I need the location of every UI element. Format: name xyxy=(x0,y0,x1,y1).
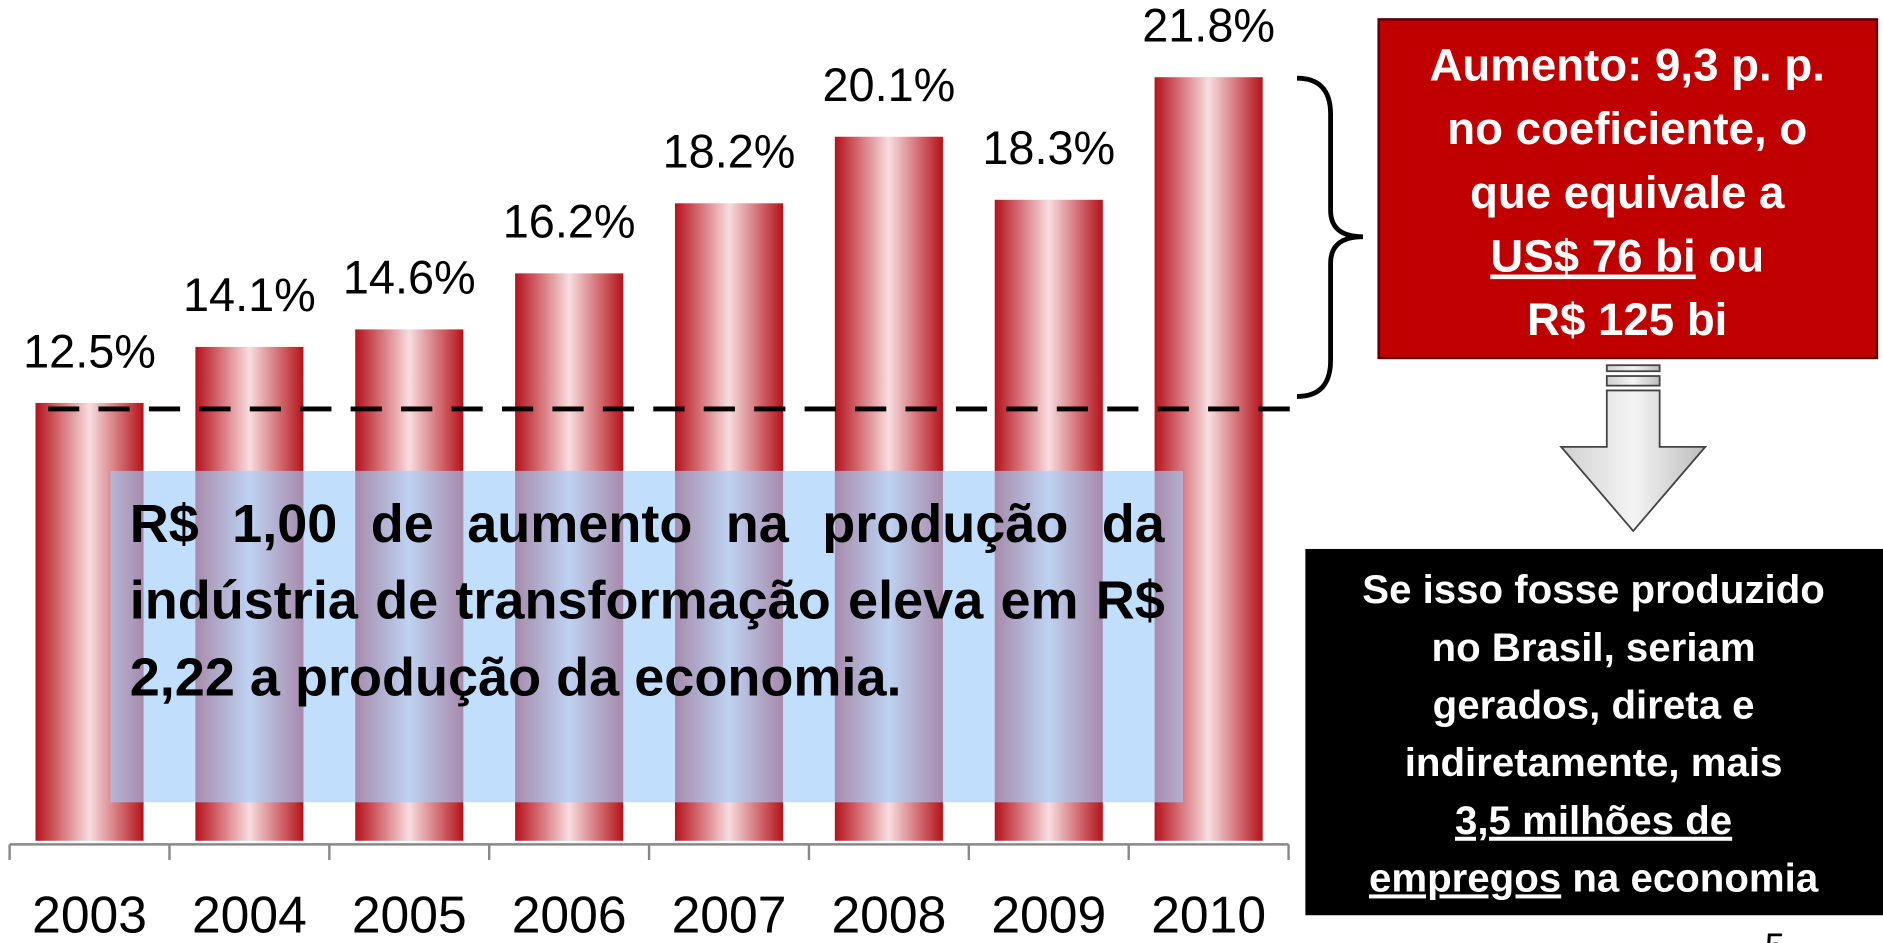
callout-line: no Brasil, seriam xyxy=(1432,624,1756,669)
x-tick-label: 2010 xyxy=(1151,885,1266,943)
callout-text: Se isso fosse produzido xyxy=(1362,567,1825,612)
info-box-text-wrap: R$ 1,00 de aumento na produção da indúst… xyxy=(129,492,1165,708)
callout-text: R$ 125 bi xyxy=(1527,294,1727,345)
data-label: 18.2% xyxy=(663,126,796,178)
data-label: 14.6% xyxy=(343,252,476,304)
callout-text: no Brasil, seriam xyxy=(1432,624,1756,669)
callout-line: empregos na economia xyxy=(1369,855,1819,900)
x-tick-label: 2005 xyxy=(352,885,467,943)
callout-text: 3,5 milhões de xyxy=(1455,797,1732,842)
page-number: 5 xyxy=(1765,925,1785,943)
data-label: 20.1% xyxy=(822,59,955,111)
callout-line: gerados, direta e xyxy=(1433,682,1755,727)
down-arrow xyxy=(1559,364,1708,533)
callout-text: no coeficiente, o xyxy=(1447,103,1807,154)
callout-line: 3,5 milhões de xyxy=(1455,797,1732,842)
callout-text: na economia xyxy=(1561,855,1819,900)
data-label: 12.5% xyxy=(23,325,156,377)
x-tick-label: 2006 xyxy=(512,885,627,943)
callout-line: Se isso fosse produzido xyxy=(1362,567,1825,612)
callout-text: gerados, direta e xyxy=(1433,682,1755,727)
callout-text: empregos xyxy=(1369,855,1561,900)
callout-line: R$ 125 bi xyxy=(1527,294,1727,345)
callout-text: que equivale a xyxy=(1470,167,1785,218)
x-tick-label: 2003 xyxy=(32,885,147,943)
arrow-stripe xyxy=(1605,364,1661,373)
data-label: 14.1% xyxy=(183,269,316,321)
callout-text: indiretamente, mais xyxy=(1405,740,1783,785)
x-tick-label: 2007 xyxy=(672,885,787,943)
arrow-stripe xyxy=(1605,375,1661,387)
callout-line: no coeficiente, o xyxy=(1447,103,1807,154)
callout-text: US$ 76 bi xyxy=(1490,231,1695,282)
brace xyxy=(1296,75,1364,399)
data-label: 18.3% xyxy=(982,122,1115,174)
callout-line: indiretamente, mais xyxy=(1405,740,1783,785)
callout-top-box xyxy=(1377,18,1879,360)
data-label: 16.2% xyxy=(503,196,636,248)
arrow-body xyxy=(1559,389,1708,533)
callout-line: US$ 76 bi ou xyxy=(1490,231,1764,282)
callout-bottom-box xyxy=(1305,548,1883,916)
callout-line: que equivale a xyxy=(1470,167,1785,218)
info-box-text: R$ 1,00 de aumento na produção da indúst… xyxy=(129,492,1165,708)
x-tick-label: 2008 xyxy=(831,885,946,943)
callout-line: Aumento: 9,3 p. p. xyxy=(1429,40,1824,91)
x-tick-label: 2009 xyxy=(991,885,1106,943)
info-box xyxy=(110,470,1183,803)
x-tick-label: 2004 xyxy=(192,885,307,943)
data-label: 21.8% xyxy=(1142,0,1275,52)
callout-text: ou xyxy=(1696,231,1764,282)
callout-text: Aumento: 9,3 p. p. xyxy=(1429,40,1824,91)
